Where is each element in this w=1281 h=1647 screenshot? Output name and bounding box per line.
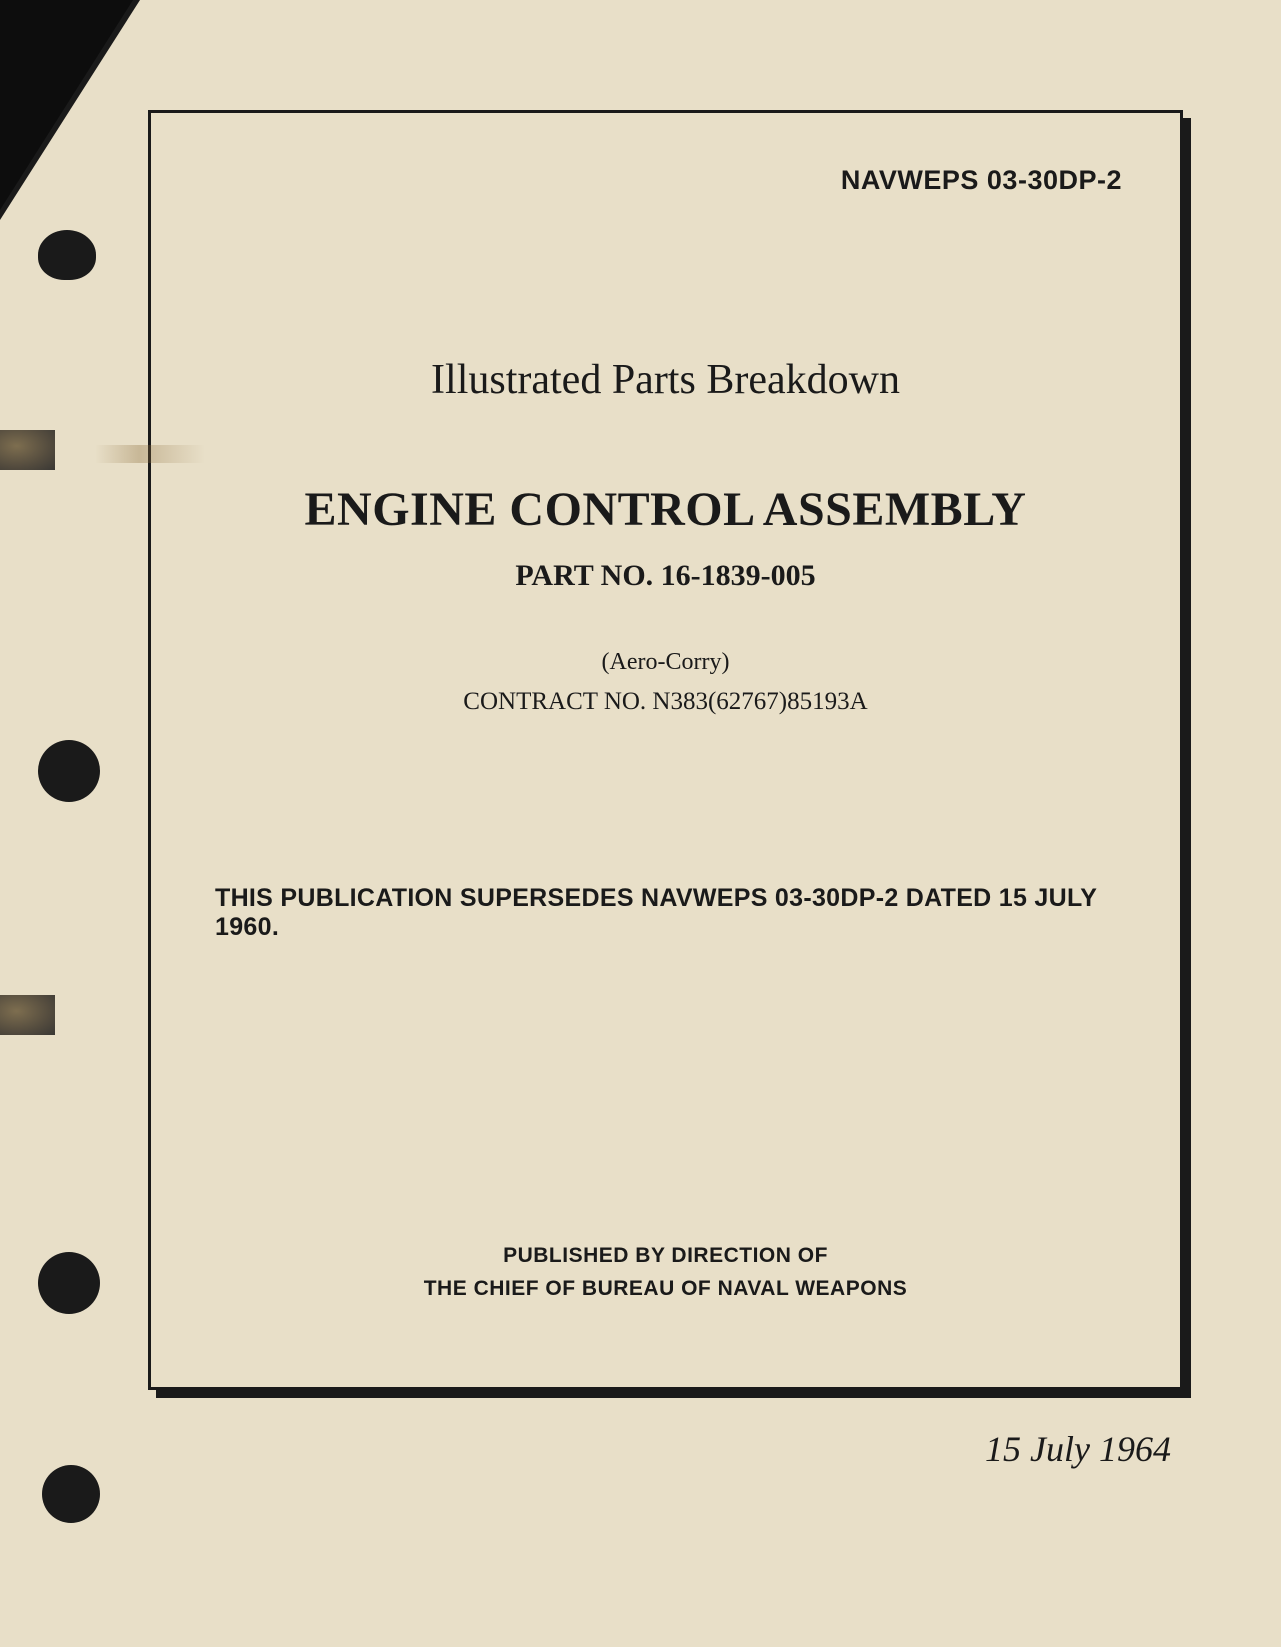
publication-date: 15 July 1964 bbox=[985, 1428, 1171, 1470]
folded-corner-shadow bbox=[0, 0, 133, 210]
paper-smudge bbox=[95, 445, 205, 463]
punch-hole bbox=[42, 1465, 100, 1523]
staple-mark bbox=[0, 995, 55, 1035]
publisher-block: PUBLISHED BY DIRECTION OF THE CHIEF OF B… bbox=[209, 1240, 1122, 1305]
document-title: ENGINE CONTROL ASSEMBLY bbox=[209, 482, 1122, 537]
publisher-line-2: THE CHIEF OF BUREAU OF NAVAL WEAPONS bbox=[209, 1273, 1122, 1306]
supersession-notice: THIS PUBLICATION SUPERSEDES NAVWEPS 03-3… bbox=[209, 884, 1122, 942]
publication-number: NAVWEPS 03-30DP-2 bbox=[209, 165, 1122, 196]
punch-hole bbox=[38, 230, 96, 280]
punch-hole bbox=[38, 740, 100, 802]
title-frame: NAVWEPS 03-30DP-2 Illustrated Parts Brea… bbox=[148, 110, 1183, 1390]
title-frame-wrap: NAVWEPS 03-30DP-2 Illustrated Parts Brea… bbox=[148, 110, 1183, 1390]
staple-mark bbox=[0, 430, 55, 470]
document-subtitle: Illustrated Parts Breakdown bbox=[209, 356, 1122, 404]
part-number: PART NO. 16-1839-005 bbox=[209, 559, 1122, 593]
publisher-line-1: PUBLISHED BY DIRECTION OF bbox=[209, 1240, 1122, 1273]
document-page: NAVWEPS 03-30DP-2 Illustrated Parts Brea… bbox=[0, 0, 1281, 1647]
punch-hole bbox=[38, 1252, 100, 1314]
manufacturer: (Aero-Corry) bbox=[209, 649, 1122, 676]
contract-number: CONTRACT NO. N383(62767)85193A bbox=[209, 688, 1122, 716]
